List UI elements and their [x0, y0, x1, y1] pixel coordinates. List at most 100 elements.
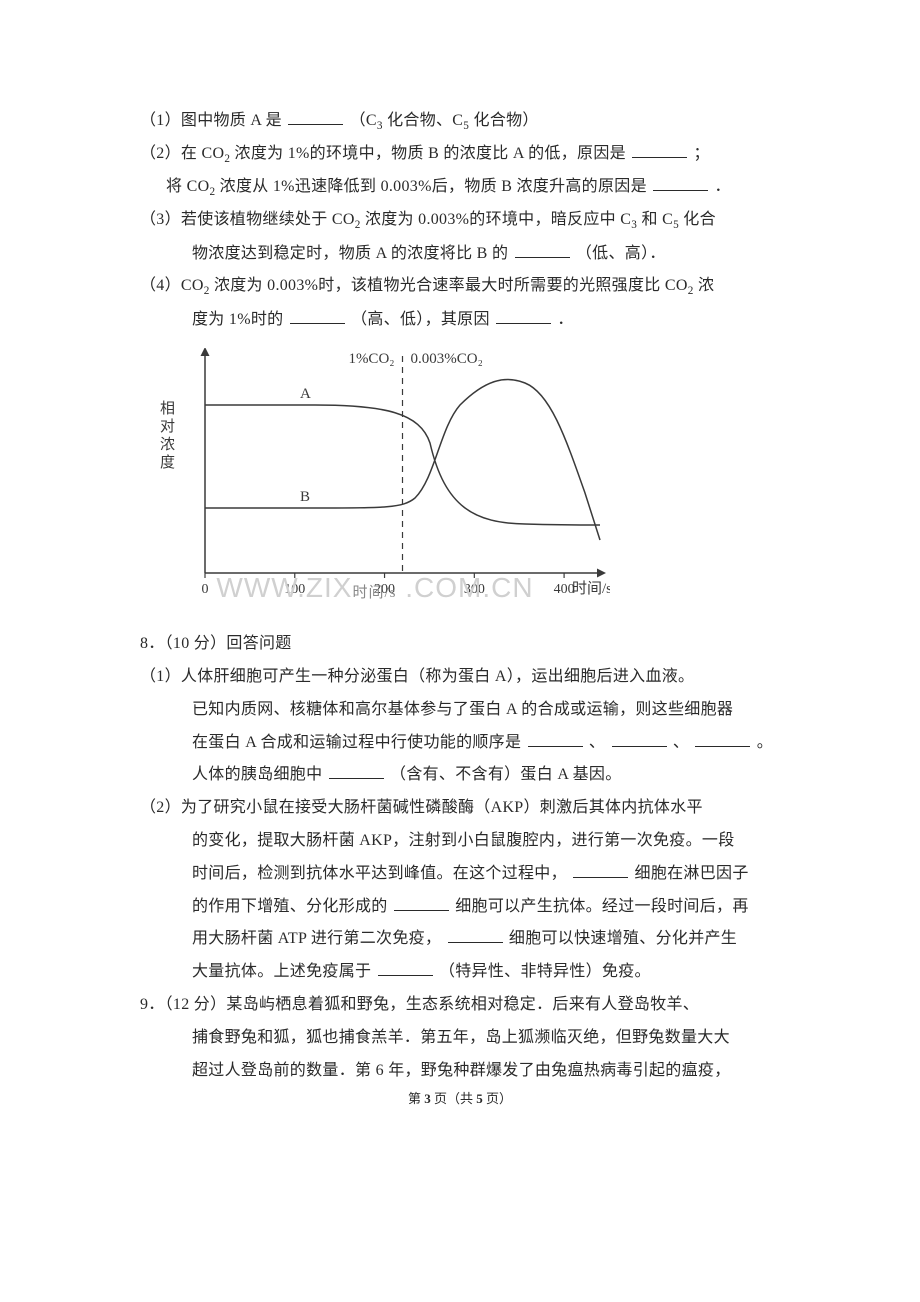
blank — [378, 960, 433, 976]
text: ． — [715, 178, 731, 195]
page: （1）图中物质 A 是 （C3 化合物、C5 化合物） （2）在 CO2 浓度为… — [0, 0, 920, 1147]
text: 度为 1%时的 — [192, 311, 283, 328]
sub: 3 — [377, 120, 383, 132]
blank — [496, 308, 551, 324]
chart-svg: 0100200300400相对浓度时间/s1%CO₂0.003%CO₂AB — [140, 348, 610, 618]
sub: 3 — [631, 220, 637, 232]
text: 细胞在淋巴因子 — [635, 865, 749, 882]
footer-page: 3 — [424, 1091, 431, 1106]
q8-p1-line3: 在蛋白 A 合成和运输过程中行使功能的顺序是 、 、 。 — [140, 727, 780, 760]
sub: 2 — [224, 153, 230, 165]
svg-text:B: B — [300, 489, 310, 505]
text: 细胞可以产生抗体。经过一段时间后，再 — [455, 898, 748, 915]
q7-part2-line1: （2）在 CO2 浓度为 1%的环境中，物质 B 的浓度比 A 的低，原因是 ； — [140, 138, 780, 171]
text: 的作用下增殖、分化形成的 — [192, 898, 388, 915]
sub: 2 — [355, 220, 361, 232]
q8-head: 8．（10 分）回答问题 — [140, 628, 780, 661]
footer-text: 页） — [486, 1091, 512, 1106]
sub: 2 — [688, 286, 694, 298]
text: 浓度为 0.003%的环境中，暗反应中 C — [365, 211, 631, 228]
q7-part4-line2: 度为 1%时的 （高、低），其原因 ． — [140, 304, 780, 337]
text: 化合物、C — [387, 112, 463, 129]
text: 细胞可以快速增殖、分化并产生 — [509, 930, 737, 947]
q9-line1: 9．（12 分）某岛屿栖息着狐和野兔，生态系统相对稳定．后来有人登岛牧羊、 — [140, 989, 780, 1022]
q9-line2: 捕食野兔和狐，狐也捕食羔羊．第五年，岛上狐濒临灭绝，但野兔数量大大 — [140, 1022, 780, 1055]
svg-text:对: 对 — [160, 418, 175, 435]
text: 浓度从 1%迅速降低到 0.003%后，物质 B 浓度升高的原因是 — [220, 178, 647, 195]
text: （4）CO — [140, 277, 204, 294]
page-footer: 第 3 页（共 5 页） — [0, 1088, 920, 1107]
text: 化合 — [683, 211, 716, 228]
svg-text:度: 度 — [160, 454, 175, 471]
q7-part3-line2: 物浓度达到稳定时，物质 A 的浓度将比 B 的 （低、高）． — [140, 238, 780, 271]
text: 浓度为 0.003%时，该植物光合速率最大时所需要的光照强度比 CO — [214, 277, 688, 294]
sub: 2 — [204, 286, 210, 298]
blank — [695, 731, 750, 747]
svg-text:0.003%CO₂: 0.003%CO₂ — [411, 351, 483, 367]
q7-part4-line1: （4）CO2 浓度为 0.003%时，该植物光合速率最大时所需要的光照强度比 C… — [140, 270, 780, 303]
svg-text:200: 200 — [374, 582, 395, 597]
q8-p2-line2: 的变化，提取大肠杆菌 AKP，注射到小白鼠腹腔内，进行第一次免疫。一段 — [140, 825, 780, 858]
footer-text: 页（共 — [434, 1091, 473, 1106]
text: 时间后，检测到抗体水平达到峰值。在这个过程中， — [192, 865, 567, 882]
q8-p2-line5: 用大肠杆菌 ATP 进行第二次免疫， 细胞可以快速增殖、分化并产生 — [140, 923, 780, 956]
text: （高、低），其原因 — [351, 311, 490, 328]
blank — [612, 731, 667, 747]
text: 用大肠杆菌 ATP 进行第二次免疫， — [192, 930, 441, 947]
text: 大量抗体。上述免疫属于 — [192, 963, 371, 980]
q8-p1-line1: （1）人体肝细胞可产生一种分泌蛋白（称为蛋白 A），运出细胞后进入血液。 — [140, 661, 780, 694]
q9-line3: 超过人登岛前的数量．第 6 年，野兔种群爆发了由兔瘟热病毒引起的瘟疫， — [140, 1055, 780, 1088]
text: ； — [694, 145, 710, 162]
text: 化合物） — [474, 112, 539, 129]
text: （2）在 CO — [140, 145, 224, 162]
svg-text:1%CO₂: 1%CO₂ — [348, 351, 394, 367]
blank — [448, 927, 503, 943]
text: （1）图中物质 A 是 — [140, 112, 282, 129]
svg-text:0: 0 — [202, 582, 209, 597]
blank — [528, 731, 583, 747]
q8-p2-line4: 的作用下增殖、分化形成的 细胞可以产生抗体。经过一段时间后，再 — [140, 891, 780, 924]
q8-p1-line4: 人体的胰岛细胞中 （含有、不含有）蛋白 A 基因。 — [140, 759, 780, 792]
text: （含有、不含有）蛋白 A 基因。 — [390, 766, 621, 783]
q7-part3-line1: （3）若使该植物继续处于 CO2 浓度为 0.003%的环境中，暗反应中 C3 … — [140, 204, 780, 237]
text: 浓度为 1%的环境中，物质 B 的浓度比 A 的低，原因是 — [235, 145, 626, 162]
q7-chart: 0100200300400相对浓度时间/s1%CO₂0.003%CO₂AB WW… — [140, 348, 610, 618]
svg-text:300: 300 — [464, 582, 485, 597]
q8-p2-line6: 大量抗体。上述免疫属于 （特异性、非特异性）免疫。 — [140, 956, 780, 989]
text: （低、高）． — [576, 245, 666, 262]
text: （C — [350, 112, 377, 129]
sub: 5 — [463, 120, 469, 132]
q7-part1: （1）图中物质 A 是 （C3 化合物、C5 化合物） — [140, 105, 780, 138]
sub: 5 — [673, 220, 679, 232]
svg-text:时间/s: 时间/s — [572, 580, 610, 597]
text: （特异性、非特异性）免疫。 — [439, 963, 651, 980]
blank — [653, 175, 708, 191]
text: 将 CO — [166, 178, 209, 195]
text: 和 C — [641, 211, 673, 228]
blank — [515, 242, 570, 258]
q8-p2-line1: （2）为了研究小鼠在接受大肠杆菌碱性磷酸酶（AKP）刺激后其体内抗体水平 — [140, 792, 780, 825]
footer-text: 第 — [408, 1091, 421, 1106]
text: 在蛋白 A 合成和运输过程中行使功能的顺序是 — [192, 734, 521, 751]
footer-total: 5 — [476, 1091, 483, 1106]
text: 、 — [589, 734, 605, 751]
sub: 2 — [209, 186, 215, 198]
text: 。 — [757, 734, 773, 751]
q8-p2-line3: 时间后，检测到抗体水平达到峰值。在这个过程中， 细胞在淋巴因子 — [140, 858, 780, 891]
q7-part2-line2: 将 CO2 浓度从 1%迅速降低到 0.003%后，物质 B 浓度升高的原因是 … — [140, 171, 780, 204]
text: 浓 — [698, 277, 714, 294]
svg-text:A: A — [300, 386, 311, 402]
text: 人体的胰岛细胞中 — [192, 766, 322, 783]
svg-text:相: 相 — [160, 400, 175, 417]
blank — [290, 308, 345, 324]
blank — [394, 895, 449, 911]
q8-p1-line2: 已知内质网、核糖体和高尔基体参与了蛋白 A 的合成或运输，则这些细胞器 — [140, 694, 780, 727]
blank — [329, 763, 384, 779]
text: ． — [557, 311, 573, 328]
blank — [573, 862, 628, 878]
blank — [288, 109, 343, 125]
svg-text:浓: 浓 — [160, 436, 175, 453]
text: 物浓度达到稳定时，物质 A 的浓度将比 B 的 — [192, 245, 508, 262]
text: （3）若使该植物继续处于 CO — [140, 211, 355, 228]
text: 、 — [673, 734, 689, 751]
